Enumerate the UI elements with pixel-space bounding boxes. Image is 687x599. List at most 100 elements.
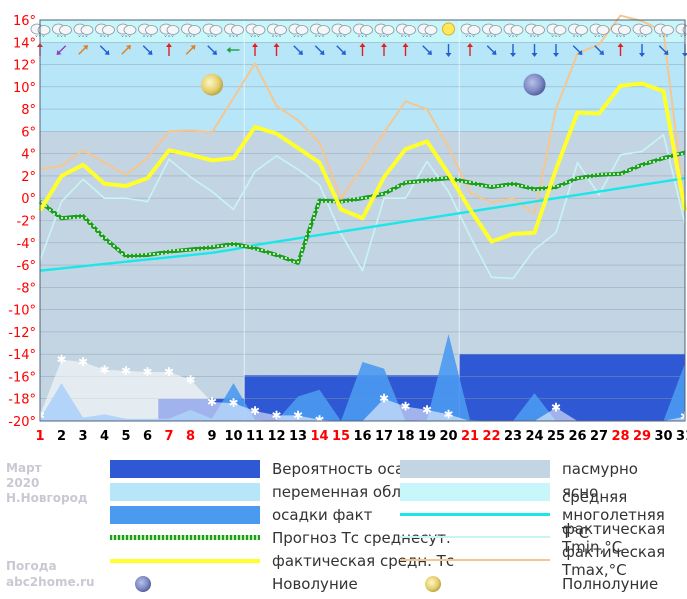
cloud-icon: ˅˅˅ bbox=[245, 23, 266, 43]
wind-arrow-icon bbox=[422, 45, 432, 55]
snowflake-marker: ✱ bbox=[400, 400, 410, 414]
cloud-icon: ˅˅˅ bbox=[546, 23, 567, 43]
svg-text:˅˅˅: ˅˅˅ bbox=[293, 35, 304, 43]
legend-swatch-prob bbox=[110, 460, 260, 478]
x-tick-label: 26 bbox=[568, 429, 586, 444]
cloud-icon: ˅˅˅ bbox=[568, 23, 588, 43]
sun-icon bbox=[442, 22, 455, 36]
snowflake-marker: ✱ bbox=[250, 404, 260, 418]
wind-arrow-icon bbox=[78, 45, 88, 55]
wind-arrow-icon bbox=[445, 44, 452, 57]
city-label: Н.Новгород bbox=[6, 491, 88, 505]
x-tick-label: 8 bbox=[186, 429, 195, 444]
x-tick-label: 17 bbox=[375, 429, 393, 444]
legend: Март 2020 Н.Новгород Погода abc2home.ru … bbox=[0, 455, 687, 599]
y-tick-label: 2° bbox=[21, 170, 36, 185]
svg-text:˅˅˅: ˅˅˅ bbox=[228, 35, 239, 43]
wind-arrow-icon bbox=[226, 47, 240, 53]
legend-label-full-moon: Полнолуние bbox=[562, 575, 659, 593]
x-tick-label: 19 bbox=[418, 429, 436, 444]
x-tick-label: 1 bbox=[35, 429, 44, 444]
svg-text:˅˅˅: ˅˅˅ bbox=[680, 35, 687, 43]
legend-item-new-moon: Новолуние bbox=[110, 575, 358, 593]
legend-swatch-tmax bbox=[400, 552, 550, 570]
y-tick-label: 4° bbox=[21, 148, 36, 163]
wind-arrow-icon bbox=[486, 45, 497, 55]
legend-item-tmax: фактическая Tmax,°C bbox=[400, 543, 687, 579]
y-tick-label: -14° bbox=[8, 348, 36, 363]
wind-arrow-icon bbox=[467, 43, 473, 56]
legend-item-precip: осадки факт bbox=[110, 506, 372, 524]
snow-area bbox=[40, 359, 685, 421]
cloud-icon: ˅˅˅ bbox=[181, 23, 201, 43]
legend-swatch-precip bbox=[110, 506, 260, 524]
x-tick-label: 18 bbox=[396, 429, 414, 444]
snowflake-marker: ✱ bbox=[78, 355, 88, 369]
wind-arrow-icon bbox=[207, 45, 217, 55]
x-tick-label: 28 bbox=[611, 429, 629, 444]
cloud-icon: ˅˅˅ bbox=[288, 23, 309, 43]
y-tick-label: 8° bbox=[21, 103, 36, 118]
legend-item-full-moon: Полнолуние bbox=[400, 575, 658, 593]
cloud-icon: ˅˅˅ bbox=[482, 23, 502, 43]
y-tick-label: 16° bbox=[13, 14, 36, 29]
svg-text:˅˅˅: ˅˅˅ bbox=[572, 35, 583, 43]
cloud-icon: ˅˅˅ bbox=[202, 23, 223, 43]
y-tick-label: -4° bbox=[17, 237, 36, 252]
x-tick-label: 10 bbox=[224, 429, 242, 444]
x-tick-label: 12 bbox=[267, 429, 285, 444]
wind-arrow-icon bbox=[336, 45, 346, 55]
cloud-icon: ˅˅˅ bbox=[396, 23, 416, 43]
legend-swatch-tmin bbox=[400, 529, 550, 547]
x-tick-label: 24 bbox=[525, 429, 543, 444]
line-tmax bbox=[39, 14, 686, 215]
x-tick-label: 13 bbox=[289, 429, 307, 444]
month-label: Март bbox=[6, 461, 42, 475]
wind-arrow-icon bbox=[142, 45, 153, 55]
svg-text:˅˅˅: ˅˅˅ bbox=[551, 35, 562, 43]
snowflake-marker: ✱ bbox=[185, 373, 195, 387]
wind-arrow-icon bbox=[381, 43, 387, 56]
snowflake-marker: ✱ bbox=[314, 413, 324, 427]
legend-swatch-partly bbox=[110, 483, 260, 501]
snowflake-marker: ✱ bbox=[379, 392, 389, 406]
snowflake-marker: ✱ bbox=[271, 408, 281, 422]
y-tick-label: 12° bbox=[13, 59, 36, 74]
y-tick-label: 6° bbox=[21, 125, 36, 140]
y-tick-label: 10° bbox=[13, 81, 36, 96]
snowflake-marker: ✱ bbox=[121, 364, 131, 378]
legend-item-tmin: фактическая Tmin,°C bbox=[400, 520, 687, 556]
cloud-icon: ˅˅˅ bbox=[159, 23, 180, 43]
cloud-icon: ˅˅˅ bbox=[503, 23, 524, 43]
x-tick-label: 5 bbox=[121, 429, 130, 444]
cloud-icon: ˅˅˅ bbox=[632, 23, 653, 43]
x-tick-label: 9 bbox=[207, 429, 216, 444]
site-url: abc2home.ru bbox=[6, 575, 95, 589]
x-tick-label: 11 bbox=[246, 429, 264, 444]
svg-text:˅˅˅: ˅˅˅ bbox=[465, 35, 476, 43]
snowflake-marker: ✱ bbox=[293, 408, 303, 422]
prob-bar bbox=[631, 354, 654, 421]
prob-bar bbox=[480, 354, 503, 421]
wind-arrow-icon bbox=[658, 45, 669, 55]
wind-arrow-icon bbox=[553, 44, 559, 57]
snowflake-marker: ✱ bbox=[443, 407, 453, 421]
line-forecast bbox=[38, 150, 686, 265]
snowflake-marker: ✱ bbox=[207, 395, 217, 409]
cloud-icon: ˅˅˅ bbox=[353, 23, 373, 43]
cloud-icon: ˅˅˅ bbox=[525, 23, 545, 43]
y-tick-label: -18° bbox=[8, 393, 36, 408]
line-tmin bbox=[39, 133, 686, 280]
full-moon-icon bbox=[201, 73, 223, 96]
wind-arrow-icon bbox=[121, 45, 131, 55]
cloud-icon: ˅˅˅ bbox=[95, 23, 115, 43]
legend-swatch-actual-avg bbox=[110, 552, 260, 570]
legend-label-prob: Вероятность осадков bbox=[272, 460, 442, 478]
year-label: 2020 bbox=[6, 476, 40, 490]
snowflake-marker: ✱ bbox=[56, 353, 66, 367]
legend-item-prob: Вероятность осадков bbox=[110, 460, 442, 478]
prob-bar bbox=[609, 354, 632, 421]
legend-label-clear: ясно bbox=[562, 483, 599, 501]
prob-bar bbox=[502, 354, 525, 421]
y-tick-label: -2° bbox=[17, 215, 36, 230]
